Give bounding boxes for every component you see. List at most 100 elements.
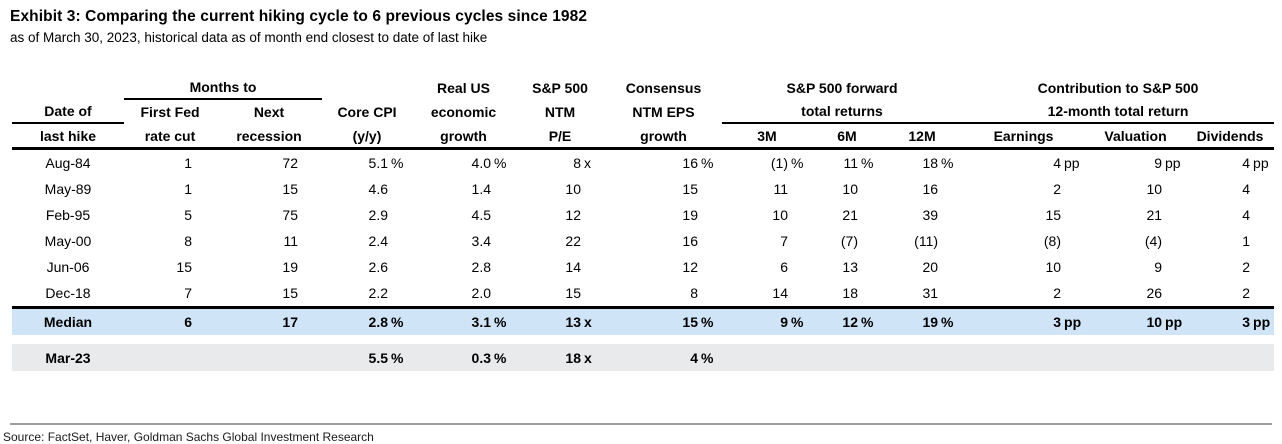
spacer-cell — [12, 335, 1275, 344]
cell-value: 15 — [176, 259, 192, 275]
data-cell: 4.5 — [412, 202, 515, 228]
group-header-forward-returns-line2: total returns — [722, 99, 963, 124]
cell-value: 4.5 — [471, 207, 491, 223]
cell-value: (7) — [840, 233, 858, 249]
cell-unit: % — [941, 155, 954, 171]
column-header-real-growth-line2: economic — [430, 104, 497, 121]
data-cell — [962, 344, 1086, 371]
column-header-core-cpi-line1: Core CPI — [337, 104, 397, 121]
column-header-first-fed-line1: First Fed — [140, 104, 200, 121]
cell-value: 2 — [1053, 181, 1062, 197]
cell-value: 9 — [1154, 155, 1163, 171]
column-header-consensus-eps-line1: Consensus — [625, 80, 702, 97]
data-cell: 18 x — [515, 344, 605, 371]
cell-value: 13 — [565, 314, 581, 330]
cell-value: 6 — [184, 314, 192, 330]
source-note: Source: FactSet, Haver, Goldman Sachs Gl… — [3, 430, 374, 444]
cell-value: 1 — [184, 181, 192, 197]
header-spacer — [12, 75, 124, 99]
cell-unit: % — [861, 314, 874, 330]
cell-value: 15 — [1045, 207, 1062, 223]
cell-value: 4 — [1242, 181, 1251, 197]
cell-value: 4 — [690, 349, 698, 366]
cell-value: 21 — [842, 207, 858, 223]
cell-unit: % — [791, 314, 804, 330]
data-cell: 11 — [216, 228, 322, 254]
cell-unit: % — [701, 155, 714, 171]
data-cell: (4) — [1085, 228, 1186, 254]
cell-unit: pp — [1165, 155, 1181, 171]
data-cell: 15% — [605, 306, 722, 335]
data-cell: 18 — [812, 280, 882, 308]
data-cell: (11) — [882, 228, 962, 254]
data-cell: 9 pp — [1085, 149, 1186, 177]
cell-unit: % — [494, 349, 507, 366]
data-cell: 18% — [882, 149, 962, 177]
cell-value: 15 — [282, 285, 298, 301]
cell-value: 15 — [682, 181, 698, 197]
row-date: Feb-95 — [45, 207, 91, 223]
cell-value: 4 — [1053, 155, 1062, 171]
data-cell: (1)% — [722, 149, 812, 177]
cell-value: 2.8 — [368, 314, 388, 330]
cell-value: 9 — [780, 314, 788, 330]
column-header-sp-ntm-pe-line2: NTM — [544, 104, 576, 121]
data-cell: (7) — [812, 228, 882, 254]
data-cell: 20 — [882, 254, 962, 280]
data-cell: 2 — [962, 176, 1085, 202]
cell-value: 11 — [283, 233, 298, 249]
table-row: May-89 1 15 4.6 1.4 10 15 11 10 16 2 10 4 — [12, 176, 1274, 202]
cell-unit: % — [391, 349, 404, 366]
row-date: Mar-23 — [12, 344, 124, 371]
data-cell: (8) — [962, 228, 1085, 254]
cell-value: 21 — [1146, 207, 1163, 223]
cell-value: 3.1 — [471, 314, 491, 330]
data-cell: 2.9 — [322, 202, 412, 228]
cell-value: (1) — [770, 155, 788, 171]
cell-value: 8 — [573, 155, 581, 171]
data-cell: 9% — [722, 306, 812, 335]
data-cell: 2 — [1186, 254, 1274, 280]
data-cell — [216, 344, 322, 371]
cell-value: 18 — [565, 349, 581, 366]
cell-value: 19 — [282, 259, 298, 275]
column-header-real-growth-line3: growth — [412, 123, 515, 150]
column-header-next-recession-line2: recession — [216, 123, 322, 150]
row-date: May-89 — [44, 181, 92, 197]
data-cell: 12 — [515, 202, 605, 228]
header-row-mid: Date of First Fed Next Core CPI economic… — [12, 99, 1275, 124]
cell-value: 15 — [282, 181, 298, 197]
cell-value: 3.4 — [471, 233, 491, 249]
data-cell: 4 pp — [962, 149, 1085, 177]
cell-value: 15 — [565, 285, 581, 301]
data-cell: 8 — [605, 280, 722, 308]
data-cell: 6 — [124, 306, 216, 335]
cell-value: 2.9 — [368, 207, 388, 223]
cell-unit: % — [494, 155, 507, 171]
row-date: Median — [12, 306, 124, 335]
data-cell: 1 — [124, 176, 216, 202]
data-cell: 10 — [812, 176, 882, 202]
data-cell: 14 — [515, 254, 605, 280]
column-header-date-line2: last hike — [12, 123, 124, 150]
data-cell: 19% — [882, 306, 963, 335]
cell-value: 18 — [842, 285, 858, 301]
data-cell: 75 — [216, 202, 322, 228]
cell-unit: % — [391, 314, 404, 330]
column-header-consensus-eps-line3: growth — [605, 123, 722, 150]
cell-unit: % — [791, 155, 804, 171]
data-cell: 19 — [216, 254, 322, 280]
cell-value: 4 — [1242, 155, 1251, 171]
exhibit-table: Months to Real US S&P 500 Consensus S&P … — [12, 75, 1275, 371]
cell-value: 10 — [1146, 181, 1163, 197]
data-cell: 5.1% — [322, 149, 412, 177]
column-header-next-recession-line1: Next — [253, 104, 285, 121]
data-cell: 7 — [722, 228, 812, 254]
data-cell: 19 — [605, 202, 722, 228]
data-cell: 8 — [124, 228, 216, 254]
cell-value: 19 — [922, 314, 939, 330]
cell-value: 12 — [565, 207, 581, 223]
cell-value: 2.4 — [368, 233, 388, 249]
cell-value: 16 — [682, 233, 698, 249]
